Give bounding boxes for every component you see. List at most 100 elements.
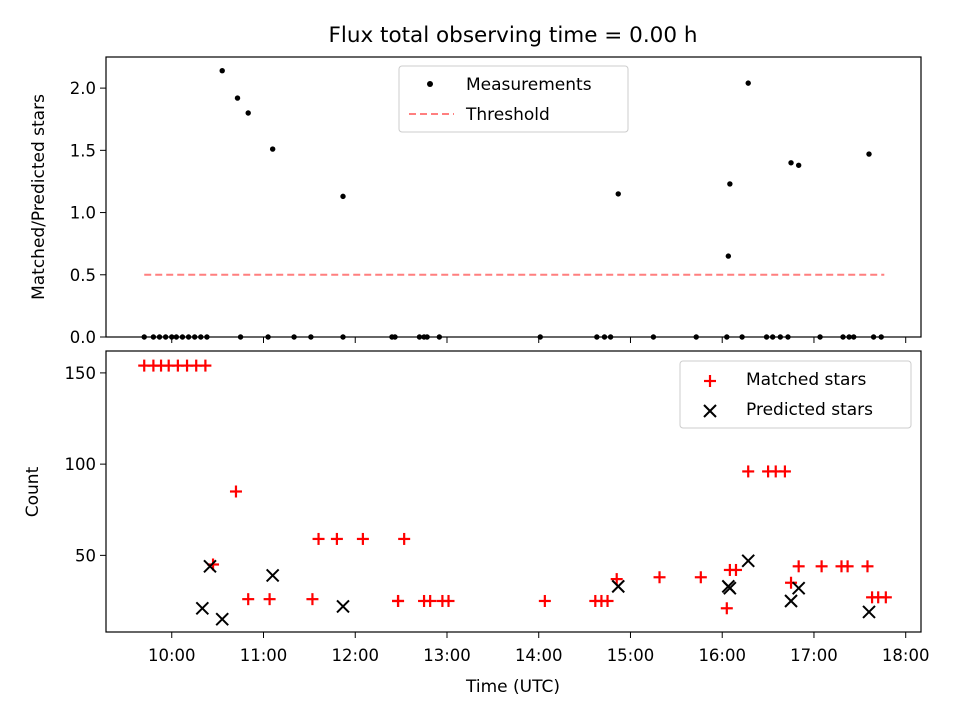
legend-marker-predicted <box>703 404 717 418</box>
measurement-point <box>219 67 225 74</box>
predicted-point <box>862 605 876 619</box>
measurement-point <box>141 334 147 340</box>
x-tick-label: 15:00 <box>607 646 655 665</box>
matched-point <box>861 560 874 573</box>
top-series-layer <box>141 67 885 340</box>
measurement-point <box>650 334 657 340</box>
measurement-point <box>866 151 872 157</box>
predicted-point <box>265 568 280 583</box>
measurement-point <box>537 334 543 340</box>
legend-marker-matched <box>704 375 716 387</box>
matched-point <box>442 594 455 607</box>
matched-point <box>398 532 411 545</box>
predicted-point <box>611 579 625 594</box>
measurement-point <box>269 146 276 152</box>
measurement-point <box>788 160 794 166</box>
measurement-point <box>198 334 204 340</box>
x-tick-label: 11:00 <box>240 646 288 665</box>
matched-point <box>841 560 854 573</box>
matched-point <box>778 465 791 478</box>
measurement-point <box>308 334 314 340</box>
matched-point <box>694 571 707 584</box>
predicted-point <box>195 601 210 615</box>
matched-point <box>263 593 276 606</box>
matched-point <box>242 593 255 606</box>
x-tick-label: 16:00 <box>698 646 746 665</box>
measurement-point <box>169 334 175 340</box>
measurement-point <box>204 334 210 340</box>
measurement-point <box>763 334 770 340</box>
predicted-point <box>784 594 798 608</box>
predicted-point <box>336 599 350 614</box>
measurement-point <box>785 334 791 340</box>
measurement-point <box>693 334 699 340</box>
legend-label-threshold: Threshold <box>465 105 550 125</box>
matched-point <box>229 485 242 498</box>
matched-point <box>729 563 742 576</box>
matched-point <box>424 594 437 607</box>
matched-point <box>815 560 828 573</box>
measurement-point <box>185 334 192 340</box>
x-tick-label: 14:00 <box>515 646 563 665</box>
matched-point <box>312 532 325 545</box>
matched-point <box>392 594 405 607</box>
bottom-x-label: Time (UTC) <box>465 677 560 697</box>
x-tick-label: 17:00 <box>790 646 838 665</box>
measurement-point <box>870 334 877 340</box>
measurement-point <box>795 162 802 168</box>
measurement-point <box>340 193 346 200</box>
chart-title: Flux total observing time = 0.00 h <box>329 23 698 48</box>
measurement-point <box>851 334 857 340</box>
measurement-point <box>150 334 157 340</box>
matched-point <box>538 594 551 607</box>
matched-point <box>792 560 805 573</box>
matched-point <box>601 594 614 607</box>
measurement-point <box>265 334 271 340</box>
measurement-point <box>594 334 600 340</box>
y-tick-label: 50 <box>75 546 96 565</box>
measurement-point <box>191 334 198 340</box>
legend-label-predicted: Predicted stars <box>746 400 873 420</box>
measurement-point <box>727 181 733 187</box>
measurement-point <box>601 334 608 340</box>
predicted-point <box>203 559 217 574</box>
bottom-legend: Matched stars Predicted stars <box>679 360 912 429</box>
legend-label-matched: Matched stars <box>746 370 866 390</box>
bottom-legend-box <box>679 360 912 429</box>
measurement-point <box>846 334 852 340</box>
matched-point <box>653 571 666 584</box>
top-legend-box <box>398 65 629 133</box>
matched-point <box>330 532 343 545</box>
x-tick-label: 18:00 <box>882 646 930 665</box>
x-tick-label: 12:00 <box>331 646 379 665</box>
matched-point <box>610 573 623 586</box>
x-tick-label: 13:00 <box>423 646 471 665</box>
measurement-point <box>237 334 244 340</box>
matched-point <box>785 576 798 589</box>
measurement-point <box>179 334 186 340</box>
y-tick-label: 150 <box>65 364 97 383</box>
y-tick-label: 1.0 <box>70 204 96 223</box>
measurement-point <box>291 334 297 340</box>
measurement-point <box>745 80 751 86</box>
bottom-x-axis: 10:00 11:00 12:00 13:00 14:00 15:00 16:00 17:00… <box>148 632 930 665</box>
y-tick-label: 2.0 <box>70 79 96 98</box>
predicted-point <box>723 581 737 595</box>
legend-label-measurements: Measurements <box>466 75 592 95</box>
measurement-point <box>162 334 169 340</box>
measurement-point <box>725 253 732 259</box>
measurement-point <box>840 334 846 340</box>
matched-point <box>199 359 212 372</box>
bottom-y-label: Count <box>23 466 43 517</box>
top-y-axis: 0.0 0.5 1.0 1.5 2.0 <box>70 79 106 347</box>
measurement-point <box>245 110 251 116</box>
measurement-point <box>436 334 443 340</box>
y-tick-label: 0.5 <box>70 266 96 285</box>
matched-point <box>356 532 369 545</box>
measurement-point <box>878 334 884 340</box>
measurement-point <box>340 334 346 340</box>
measurement-point <box>156 334 163 340</box>
legend-marker-measurements <box>427 81 433 87</box>
measurement-point <box>607 334 614 340</box>
measurement-point <box>724 334 730 340</box>
